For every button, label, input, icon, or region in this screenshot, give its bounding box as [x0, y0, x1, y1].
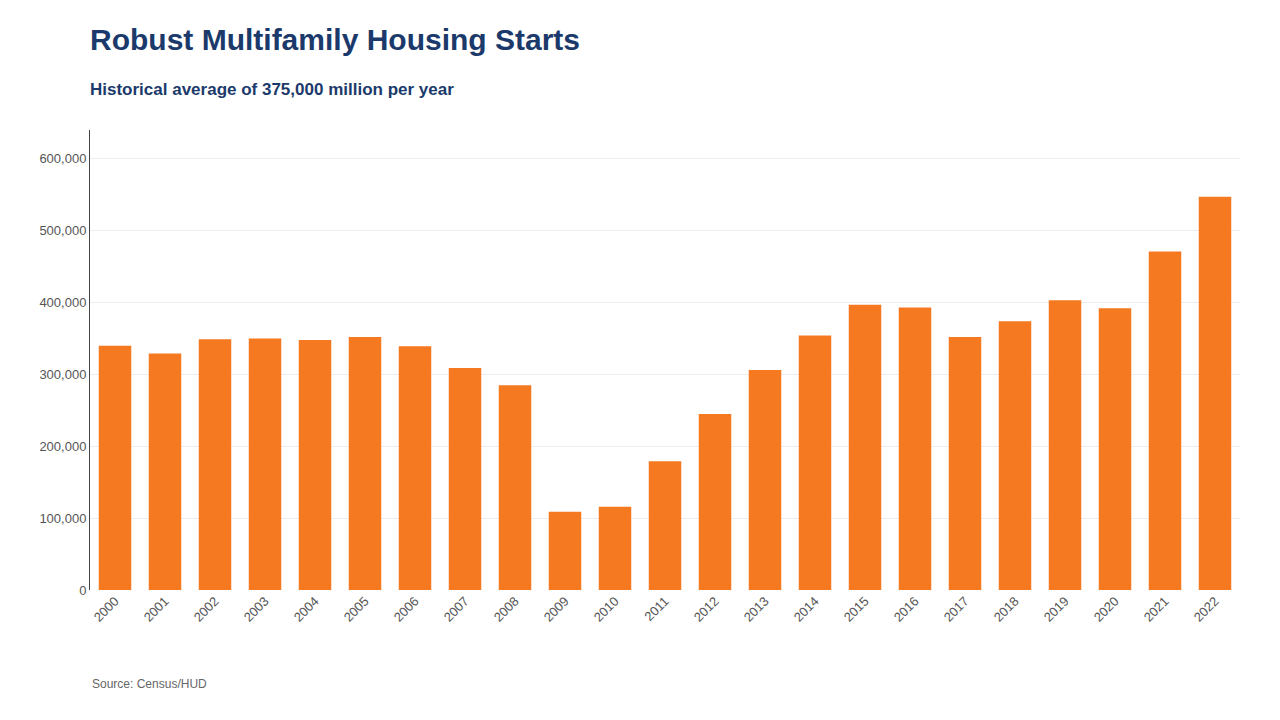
svg-text:2006: 2006	[391, 594, 422, 625]
svg-text:2009: 2009	[541, 594, 572, 625]
svg-text:2005: 2005	[341, 594, 372, 625]
svg-text:0: 0	[79, 583, 86, 598]
svg-text:2019: 2019	[1041, 594, 1072, 625]
svg-text:2004: 2004	[291, 594, 322, 625]
svg-text:2020: 2020	[1091, 594, 1122, 625]
svg-text:Historical average of 375,000: Historical average of 375,000 million pe…	[90, 80, 454, 99]
svg-text:2001: 2001	[141, 594, 172, 625]
svg-text:2008: 2008	[491, 594, 522, 625]
svg-text:2000: 2000	[91, 594, 122, 625]
svg-text:Robust Multifamily Housing Sta: Robust Multifamily Housing Starts	[90, 23, 580, 56]
svg-text:2014: 2014	[791, 594, 822, 625]
svg-text:100,000: 100,000	[39, 511, 86, 526]
svg-text:300,000: 300,000	[39, 367, 86, 382]
svg-text:600,000: 600,000	[39, 151, 86, 166]
svg-text:2012: 2012	[691, 594, 722, 625]
svg-text:2017: 2017	[941, 594, 972, 625]
svg-text:2015: 2015	[841, 594, 872, 625]
svg-text:500,000: 500,000	[39, 223, 86, 238]
svg-text:200,000: 200,000	[39, 439, 86, 454]
svg-text:2022: 2022	[1191, 594, 1222, 625]
svg-text:2002: 2002	[191, 594, 222, 625]
svg-text:2003: 2003	[241, 594, 272, 625]
svg-text:2007: 2007	[441, 594, 472, 625]
svg-text:2021: 2021	[1141, 594, 1172, 625]
svg-text:2016: 2016	[891, 594, 922, 625]
svg-text:Source: Census/HUD: Source: Census/HUD	[92, 677, 207, 691]
svg-text:2013: 2013	[741, 594, 772, 625]
svg-text:2011: 2011	[641, 594, 671, 624]
svg-text:400,000: 400,000	[39, 295, 86, 310]
svg-text:2018: 2018	[991, 594, 1022, 625]
svg-text:2010: 2010	[591, 594, 622, 625]
